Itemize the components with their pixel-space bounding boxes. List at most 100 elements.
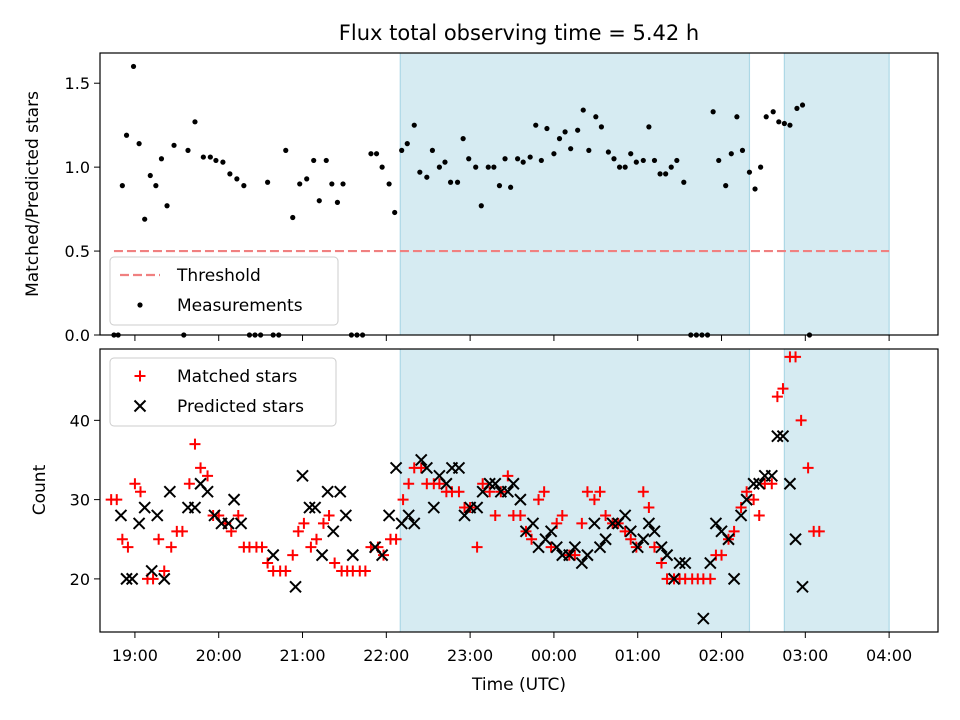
data-point bbox=[373, 151, 380, 157]
data-point bbox=[329, 181, 335, 187]
data-point bbox=[802, 462, 814, 474]
data-point bbox=[781, 120, 787, 127]
data-point bbox=[287, 549, 299, 561]
data-point bbox=[697, 612, 710, 625]
data-point bbox=[771, 391, 783, 403]
data-point bbox=[556, 509, 568, 521]
data-point bbox=[748, 494, 760, 506]
data-point bbox=[624, 525, 637, 538]
y-tick-label: 30 bbox=[70, 491, 90, 510]
data-point bbox=[477, 478, 489, 490]
data-point bbox=[188, 501, 202, 514]
data-point bbox=[227, 493, 241, 506]
x-tick-label: 19:00 bbox=[112, 646, 158, 665]
data-point bbox=[305, 541, 317, 553]
data-point bbox=[195, 462, 207, 474]
data-point bbox=[628, 151, 634, 157]
data-point bbox=[766, 478, 778, 490]
data-point bbox=[382, 509, 396, 522]
legend-label: Measurements bbox=[177, 296, 303, 316]
x-tick-label: 04:00 bbox=[866, 646, 912, 665]
counts-panel: 20 30 40 Count Matched stars Predicted star… bbox=[30, 348, 939, 638]
data-point bbox=[753, 509, 765, 521]
data-point bbox=[466, 156, 472, 162]
data-point bbox=[646, 124, 652, 130]
x-tick-label: 20:00 bbox=[196, 646, 242, 665]
data-point bbox=[132, 517, 146, 530]
x-tick-label: 23:00 bbox=[447, 646, 493, 665]
data-point bbox=[111, 494, 123, 506]
data-point bbox=[389, 461, 403, 475]
ratio-axis-ticks: 0.0 0.5 1.0 1.5 bbox=[65, 74, 890, 345]
data-point bbox=[304, 176, 310, 182]
observing-window bbox=[784, 53, 890, 335]
data-point bbox=[392, 209, 398, 216]
data-point bbox=[640, 157, 646, 164]
data-point bbox=[452, 461, 466, 475]
data-point bbox=[138, 501, 151, 514]
data-point bbox=[581, 486, 593, 498]
data-point bbox=[119, 183, 125, 189]
data-point bbox=[568, 540, 582, 554]
data-point bbox=[424, 174, 430, 180]
data-point bbox=[551, 151, 557, 157]
data-point bbox=[114, 509, 128, 522]
data-point bbox=[771, 429, 784, 443]
counts-legend: Matched stars Predicted stars bbox=[109, 357, 337, 427]
data-point bbox=[758, 164, 764, 170]
data-point bbox=[740, 493, 753, 506]
data-point bbox=[411, 122, 417, 128]
data-point bbox=[600, 509, 612, 521]
data-point bbox=[739, 147, 746, 153]
data-point bbox=[710, 109, 716, 115]
data-point bbox=[538, 486, 550, 498]
ratio-observing-windows bbox=[399, 53, 890, 335]
ratio-legend: Threshold Measurements bbox=[109, 256, 339, 326]
data-point bbox=[728, 151, 734, 157]
data-point bbox=[569, 549, 581, 561]
data-point bbox=[227, 171, 233, 177]
ratio-series bbox=[111, 63, 890, 338]
data-point bbox=[192, 119, 198, 125]
legend-label: Predicted stars bbox=[177, 397, 304, 417]
data-point bbox=[704, 556, 717, 570]
data-point bbox=[599, 533, 612, 546]
data-point bbox=[359, 565, 371, 577]
data-point bbox=[164, 203, 170, 209]
data-point bbox=[417, 169, 423, 175]
data-point bbox=[185, 147, 191, 153]
data-point bbox=[232, 509, 244, 521]
data-point bbox=[207, 154, 213, 160]
data-point bbox=[489, 509, 501, 521]
data-point bbox=[408, 517, 421, 530]
data-point bbox=[796, 580, 809, 594]
data-point bbox=[594, 486, 606, 498]
y-tick-label: 40 bbox=[70, 411, 90, 430]
data-point bbox=[317, 517, 329, 529]
data-point bbox=[787, 122, 793, 128]
data-point bbox=[642, 517, 656, 530]
data-point bbox=[454, 179, 461, 185]
data-point bbox=[289, 580, 302, 594]
data-point bbox=[606, 517, 619, 530]
data-point bbox=[588, 494, 600, 506]
data-point bbox=[575, 556, 589, 570]
ratio-y-axis-label: Matched/Predicted stars bbox=[23, 91, 43, 297]
data-point bbox=[316, 198, 322, 204]
x-tick-label: 00:00 bbox=[531, 646, 577, 665]
data-point bbox=[176, 525, 188, 537]
data-point bbox=[442, 159, 448, 165]
data-point bbox=[323, 157, 329, 164]
data-point bbox=[520, 159, 526, 165]
data-point bbox=[593, 540, 607, 554]
data-point bbox=[716, 549, 728, 561]
ratio-axes-frame bbox=[99, 52, 939, 336]
y-tick-label: 20 bbox=[70, 570, 90, 589]
series-predicted-stars bbox=[114, 429, 809, 625]
data-point bbox=[648, 541, 660, 553]
data-point bbox=[453, 486, 465, 498]
x-tick-label: 02:00 bbox=[698, 646, 744, 665]
data-point bbox=[334, 199, 341, 205]
counts-y-axis-label: Count bbox=[30, 464, 50, 515]
